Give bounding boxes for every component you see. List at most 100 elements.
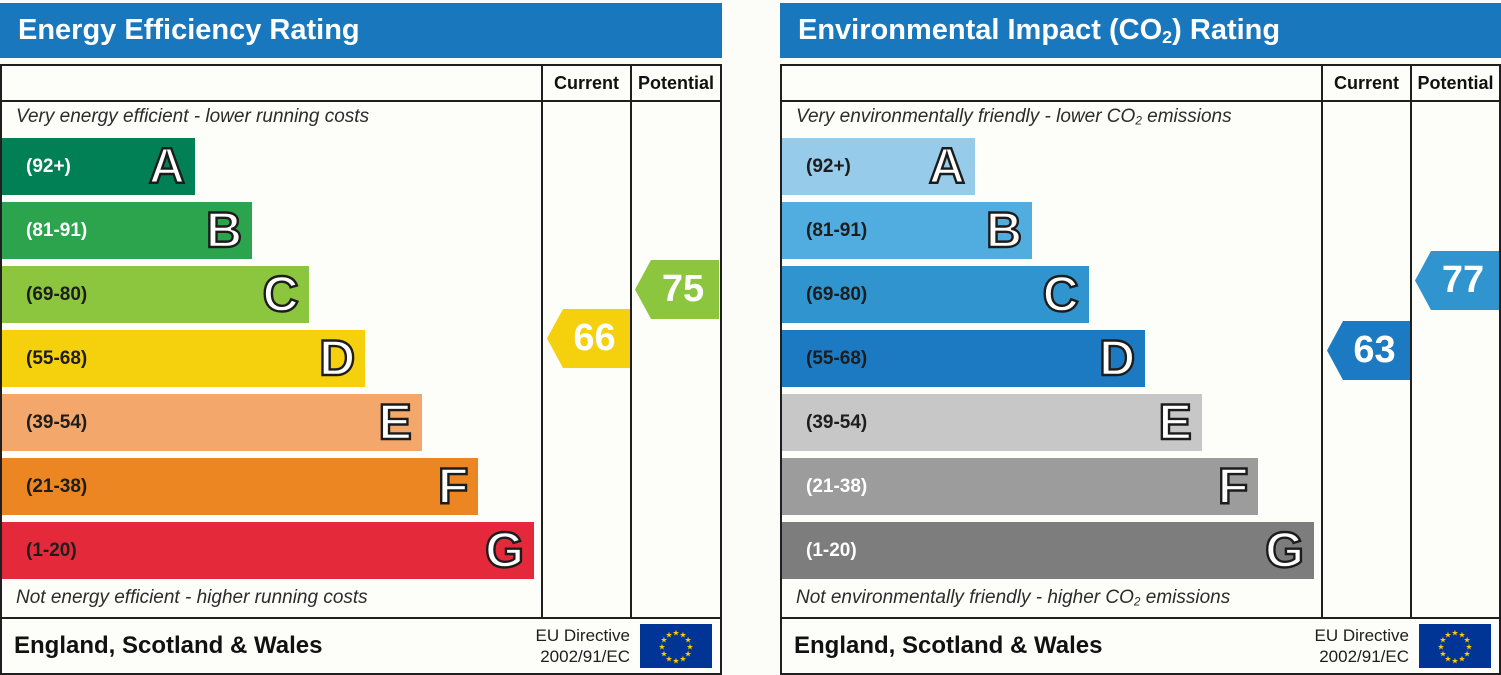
panel-title: Energy Efficiency Rating — [0, 3, 722, 58]
rating-band: (81-91) B — [2, 201, 253, 259]
band-letter: B — [985, 201, 1024, 259]
band-range: (1-20) — [806, 539, 857, 561]
rating-band: (21-38) F — [2, 457, 479, 515]
bottom-note: Not energy efficient - higher running co… — [16, 587, 368, 608]
eu-directive-label: EU Directive 2002/91/EC — [1314, 626, 1409, 666]
svg-text:★: ★ — [685, 636, 692, 645]
current-value: 66 — [573, 317, 616, 359]
band-range: (81-91) — [806, 219, 868, 241]
svg-text:★: ★ — [1437, 643, 1444, 652]
band-range: (21-38) — [26, 475, 88, 497]
table-footer: England, Scotland & Wales EU Directive 2… — [782, 619, 1499, 673]
svg-text:★: ★ — [686, 643, 693, 652]
svg-text:★: ★ — [672, 629, 679, 638]
rating-band: (39-54) E — [2, 393, 422, 451]
svg-text:★: ★ — [1444, 630, 1451, 639]
band-range: (55-68) — [806, 347, 868, 369]
panel-title-subscript: 2 — [1162, 26, 1173, 47]
rating-band: (55-68) D — [782, 329, 1146, 387]
band-letter: E — [377, 393, 413, 451]
rating-band: (1-20) G — [2, 521, 534, 579]
svg-text:★: ★ — [1464, 650, 1471, 659]
current-value: 63 — [1353, 329, 1396, 371]
band-range: (39-54) — [26, 411, 88, 433]
svg-text:★: ★ — [665, 630, 672, 639]
region-label: England, Scotland & Wales — [14, 632, 323, 659]
divider — [1321, 66, 1323, 617]
energy-efficiency-panel: Energy Efficiency Rating Current Potenti… — [0, 0, 722, 675]
band-letter: G — [484, 521, 525, 579]
eu-directive-label: EU Directive 2002/91/EC — [535, 626, 630, 666]
eu-flag-icon: ★ ★ ★ ★ ★ ★ ★ ★ ★ ★ ★ ★ — [640, 624, 712, 668]
band-letter: F — [437, 457, 470, 515]
divider — [2, 100, 720, 102]
svg-text:★: ★ — [1451, 657, 1458, 666]
table-footer: England, Scotland & Wales EU Directive 2… — [2, 619, 720, 673]
svg-text:★: ★ — [665, 655, 672, 664]
rating-band: (69-80) C — [2, 265, 309, 323]
potential-column-header: Potential — [637, 73, 714, 93]
band-range: (92+) — [806, 155, 851, 177]
divider — [630, 66, 632, 617]
current-column-header: Current — [1333, 73, 1399, 93]
rating-table: Current Potential Very environmentally f… — [780, 64, 1501, 675]
eu-flag-icon: ★ ★ ★ ★ ★ ★ ★ ★ ★ ★ ★ ★ — [1419, 624, 1491, 668]
band-range: (81-91) — [26, 219, 88, 241]
band-letter: D — [1098, 329, 1137, 387]
rating-band: (55-68) D — [2, 329, 366, 387]
band-letter: C — [1041, 265, 1080, 323]
svg-text:★: ★ — [658, 643, 665, 652]
potential-arrow: 75 — [635, 260, 719, 319]
rating-table: Current Potential Very energy efficient … — [0, 64, 722, 675]
band-letter: G — [1264, 521, 1305, 579]
band-range: (55-68) — [26, 347, 88, 369]
svg-text:★: ★ — [1458, 630, 1465, 639]
band-letter: B — [205, 201, 244, 259]
potential-value: 77 — [1441, 259, 1485, 301]
svg-text:★: ★ — [672, 657, 679, 666]
rating-band: (81-91) B — [782, 201, 1033, 259]
svg-text:★: ★ — [679, 655, 686, 664]
top-note: Very environmentally friendly - lower CO… — [796, 106, 1232, 128]
potential-value: 75 — [661, 268, 705, 310]
band-range: (21-38) — [806, 475, 868, 497]
rating-band: (1-20) G — [782, 521, 1314, 579]
svg-text:★: ★ — [1451, 629, 1458, 638]
band-letter: C — [261, 265, 300, 323]
band-letter: A — [148, 137, 187, 195]
rating-band: (39-54) E — [782, 393, 1202, 451]
band-letter: F — [1217, 457, 1250, 515]
divider — [782, 100, 1499, 102]
environmental-impact-panel: Environmental Impact (CO2) Rating Curren… — [780, 0, 1501, 675]
bottom-note: Not environmentally friendly - higher CO… — [796, 587, 1231, 609]
divider — [782, 617, 1499, 619]
panel-title: Environmental Impact (CO2) Rating — [780, 3, 1501, 58]
svg-text:★: ★ — [1439, 636, 1446, 645]
band-range: (1-20) — [26, 539, 77, 561]
svg-text:★: ★ — [679, 630, 686, 639]
band-range: (39-54) — [806, 411, 868, 433]
panel-title-text: Environmental Impact (CO — [798, 14, 1163, 46]
rating-band: (69-80) C — [782, 265, 1089, 323]
potential-column-header: Potential — [1417, 73, 1494, 93]
svg-text:★: ★ — [1464, 636, 1471, 645]
current-arrow: 63 — [1327, 321, 1410, 380]
rating-bands: (92+) A (81-91) B (69-80) C (55-68) D (3… — [2, 66, 541, 617]
potential-arrow: 77 — [1415, 251, 1499, 310]
svg-text:★: ★ — [660, 650, 667, 659]
eu-stars: ★ ★★★★★★★★★★★ — [658, 629, 693, 666]
band-letter: E — [1157, 393, 1193, 451]
svg-text:★: ★ — [1439, 650, 1446, 659]
band-range: (92+) — [26, 155, 71, 177]
band-letter: D — [318, 329, 357, 387]
divider — [2, 617, 720, 619]
divider — [541, 66, 543, 617]
top-note: Very energy efficient - lower running co… — [16, 106, 370, 127]
panel-title-text: Energy Efficiency Rating — [18, 14, 360, 46]
svg-text:★: ★ — [660, 636, 667, 645]
band-range: (69-80) — [806, 283, 868, 305]
rating-bands: (92+) A (81-91) B (69-80) C (55-68) D (3… — [782, 66, 1321, 617]
band-letter: A — [928, 137, 967, 195]
band-range: (69-80) — [26, 283, 88, 305]
svg-text:★: ★ — [1444, 655, 1451, 664]
